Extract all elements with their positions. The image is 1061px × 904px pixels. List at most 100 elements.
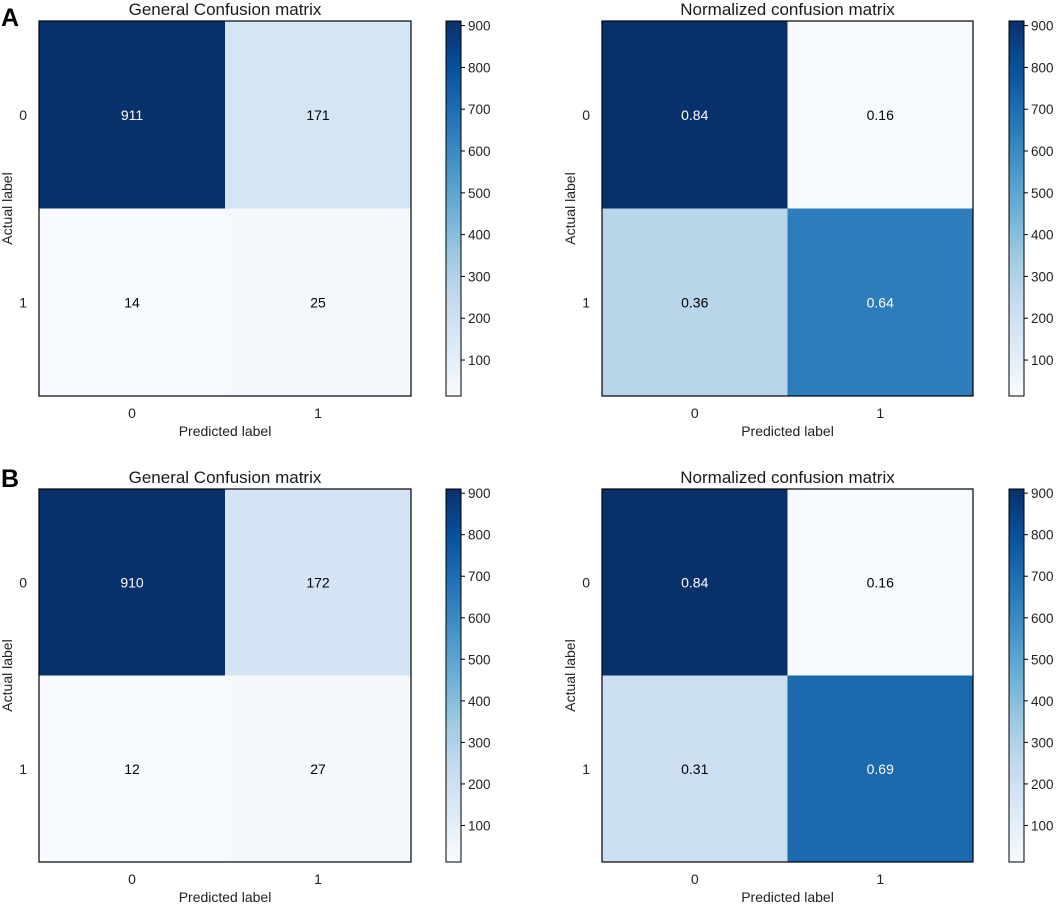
chart-a-normalized: Normalized confusion matrix 0.84 0.16 0.36 0… — [562, 0, 1054, 439]
colorbar-tick-label: 600 — [1031, 611, 1054, 626]
cell-value-label: 172 — [306, 574, 330, 590]
colorbar — [445, 20, 462, 397]
y-tick-label: 1 — [19, 294, 27, 310]
colorbar-tick-label: 100 — [1031, 353, 1054, 368]
chart-b-general: General Confusion matrix 910 172 12 27 0 1 0 1 Pr… — [0, 468, 491, 904]
panel-label-a: A — [1, 4, 19, 32]
heatmap-cell-r1-c0 — [602, 675, 788, 863]
cell-value-label: 0.16 — [867, 107, 894, 123]
x-axis-label: Predicted label — [741, 889, 834, 904]
colorbar-tick-label: 300 — [468, 269, 491, 284]
heatmap-cell-r0-c1 — [225, 489, 412, 676]
y-tick-label: 0 — [19, 107, 27, 123]
colorbar-tick-label: 600 — [468, 611, 491, 626]
colorbar-tick-label: 200 — [468, 777, 491, 792]
y-axis-label: Actual label — [562, 639, 578, 711]
cell-value-label: 910 — [120, 574, 144, 590]
colorbar-tick-label: 400 — [468, 228, 491, 243]
cell-value-label: 0.36 — [681, 294, 708, 310]
plot-frame — [38, 488, 412, 863]
x-axis-label: Predicted label — [179, 423, 272, 439]
x-tick-label: 1 — [876, 405, 884, 421]
colorbar-tick-label: 600 — [468, 144, 491, 159]
colorbar-tick-label: 400 — [1031, 694, 1054, 709]
x-tick-label: 1 — [314, 405, 322, 421]
heatmap-cell-r0-c1 — [225, 21, 412, 209]
heatmap-cell-r1-c0 — [602, 208, 788, 397]
colorbar-tick-label: 500 — [1031, 652, 1054, 667]
colorbar — [1008, 488, 1025, 863]
colorbar-tick-label: 800 — [1031, 60, 1054, 75]
colorbar-tick-label: 800 — [468, 60, 491, 75]
panel-label-b: B — [1, 465, 19, 493]
colorbar-tick-label: 400 — [1031, 228, 1054, 243]
chart-title: Normalized confusion matrix — [680, 468, 895, 487]
heatmap-cell-r0-c0 — [602, 489, 788, 676]
cell-value-label: 27 — [310, 761, 326, 777]
chart-b-normalized: Normalized confusion matrix 0.84 0.16 0.31 0… — [562, 468, 1054, 904]
colorbar-tick-label: 900 — [1031, 19, 1054, 34]
chart-title: General Confusion matrix — [129, 468, 322, 487]
colorbar-tick-label: 600 — [1031, 144, 1054, 159]
y-tick-label: 1 — [582, 761, 590, 777]
colorbar-tick-label: 100 — [468, 353, 491, 368]
colorbar-tick-label: 900 — [1031, 486, 1054, 501]
x-tick-label: 1 — [876, 871, 884, 887]
x-axis-label: Predicted label — [179, 889, 272, 904]
plot-frame — [601, 20, 974, 397]
colorbar-tick-label: 400 — [468, 694, 491, 709]
heatmap-cell-r0-c0 — [39, 21, 226, 209]
y-tick-label: 0 — [582, 574, 590, 590]
x-axis-label: Predicted label — [741, 423, 834, 439]
x-tick-label: 1 — [314, 871, 322, 887]
colorbar-tick-label: 700 — [1031, 569, 1054, 584]
colorbar-tick-label: 700 — [1031, 102, 1054, 117]
cell-value-label: 0.31 — [681, 761, 708, 777]
cell-value-label: 25 — [310, 294, 326, 310]
heatmap-cell-r1-c1 — [225, 208, 412, 397]
y-axis-label: Actual label — [0, 639, 15, 711]
plot-frame — [38, 20, 412, 397]
cell-value-label: 0.84 — [681, 107, 708, 123]
colorbar-tick-label: 500 — [468, 652, 491, 667]
colorbar-tick-label: 900 — [468, 486, 491, 501]
x-tick-label: 0 — [691, 405, 699, 421]
cell-value-label: 0.69 — [867, 761, 894, 777]
cell-value-label: 171 — [306, 107, 330, 123]
chart-title: General Confusion matrix — [129, 0, 322, 19]
cell-value-label: 12 — [124, 761, 140, 777]
colorbar-tick-label: 200 — [1031, 311, 1054, 326]
heatmap-cell-r1-c0 — [39, 675, 226, 863]
colorbar-tick-label: 800 — [1031, 528, 1054, 543]
colorbar-tick-label: 100 — [1031, 818, 1054, 833]
cell-value-label: 0.16 — [867, 574, 894, 590]
plot-frame — [601, 488, 974, 863]
colorbar-tick-label: 500 — [468, 186, 491, 201]
colorbar-tick-label: 100 — [468, 818, 491, 833]
colorbar-tick-label: 300 — [1031, 269, 1054, 284]
colorbar-tick-label: 700 — [468, 569, 491, 584]
cell-value-label: 0.64 — [867, 294, 894, 310]
cell-value-label: 0.84 — [681, 574, 708, 590]
colorbar — [1008, 20, 1025, 397]
y-tick-label: 0 — [19, 574, 27, 590]
colorbar-tick-label: 200 — [468, 311, 491, 326]
cell-value-label: 14 — [124, 294, 140, 310]
heatmap-cell-r1-c1 — [787, 208, 974, 397]
colorbar-tick-label: 500 — [1031, 186, 1054, 201]
y-tick-label: 0 — [582, 107, 590, 123]
x-tick-label: 0 — [128, 405, 136, 421]
cell-value-label: 911 — [121, 107, 144, 123]
heatmap-cell-r1-c1 — [787, 675, 974, 863]
colorbar — [445, 488, 462, 863]
y-tick-label: 1 — [582, 294, 590, 310]
heatmap-cell-r0-c1 — [787, 489, 974, 676]
x-tick-label: 0 — [691, 871, 699, 887]
heatmap-cell-r0-c0 — [602, 21, 788, 209]
chart-title: Normalized confusion matrix — [680, 0, 895, 19]
y-axis-label: Actual label — [562, 172, 578, 244]
colorbar-tick-label: 200 — [1031, 777, 1054, 792]
chart-a-general: General Confusion matrix 911 171 14 25 0 1 0 1 Pr… — [0, 0, 491, 439]
colorbar-tick-label: 700 — [468, 102, 491, 117]
